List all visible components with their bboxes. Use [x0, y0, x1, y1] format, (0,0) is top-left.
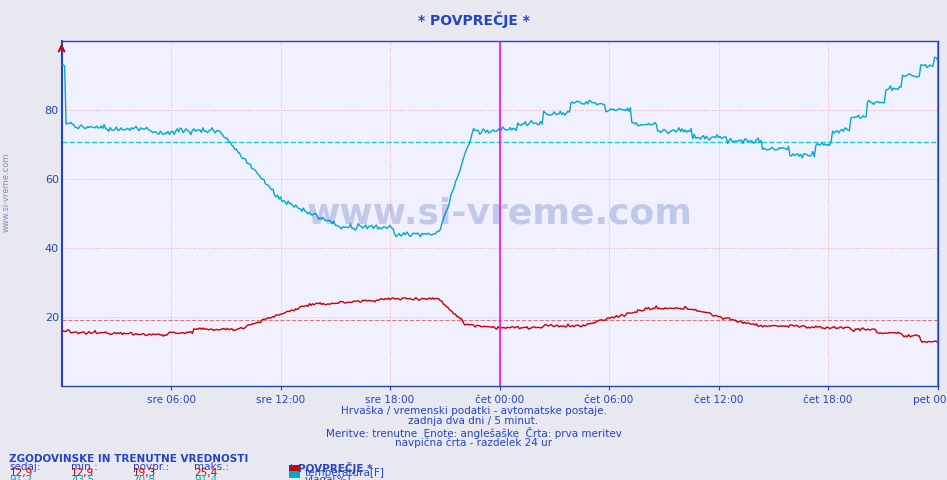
Text: 91,2: 91,2: [9, 475, 33, 480]
Text: 25,4: 25,4: [194, 468, 218, 479]
Text: 91,4: 91,4: [194, 475, 218, 480]
Text: zadnja dva dni / 5 minut.: zadnja dva dni / 5 minut.: [408, 416, 539, 426]
Text: Meritve: trenutne  Enote: anglešaške  Črta: prva meritev: Meritve: trenutne Enote: anglešaške Črta…: [326, 427, 621, 439]
Text: 19,3: 19,3: [133, 468, 156, 479]
Text: sedaj:: sedaj:: [9, 462, 41, 472]
Text: www.si-vreme.com: www.si-vreme.com: [307, 197, 692, 230]
Text: 12,9: 12,9: [71, 468, 95, 479]
Text: 43,5: 43,5: [71, 475, 95, 480]
Text: min.:: min.:: [71, 462, 98, 472]
Text: povpr.:: povpr.:: [133, 462, 169, 472]
Text: www.si-vreme.com: www.si-vreme.com: [2, 152, 11, 232]
Text: * POVPREČJE *: * POVPREČJE *: [418, 12, 529, 28]
Text: ZGODOVINSKE IN TRENUTNE VREDNOSTI: ZGODOVINSKE IN TRENUTNE VREDNOSTI: [9, 454, 249, 464]
Text: vlaga[%]: vlaga[%]: [305, 475, 351, 480]
Text: * POVPREČJE *: * POVPREČJE *: [289, 462, 372, 474]
Text: 70,8: 70,8: [133, 475, 155, 480]
Text: navpična črta - razdelek 24 ur: navpična črta - razdelek 24 ur: [395, 437, 552, 448]
Text: temperatura[F]: temperatura[F]: [305, 468, 384, 479]
Text: maks.:: maks.:: [194, 462, 229, 472]
Text: Hrvaška / vremenski podatki - avtomatske postaje.: Hrvaška / vremenski podatki - avtomatske…: [341, 406, 606, 416]
Text: 12,9: 12,9: [9, 468, 33, 479]
